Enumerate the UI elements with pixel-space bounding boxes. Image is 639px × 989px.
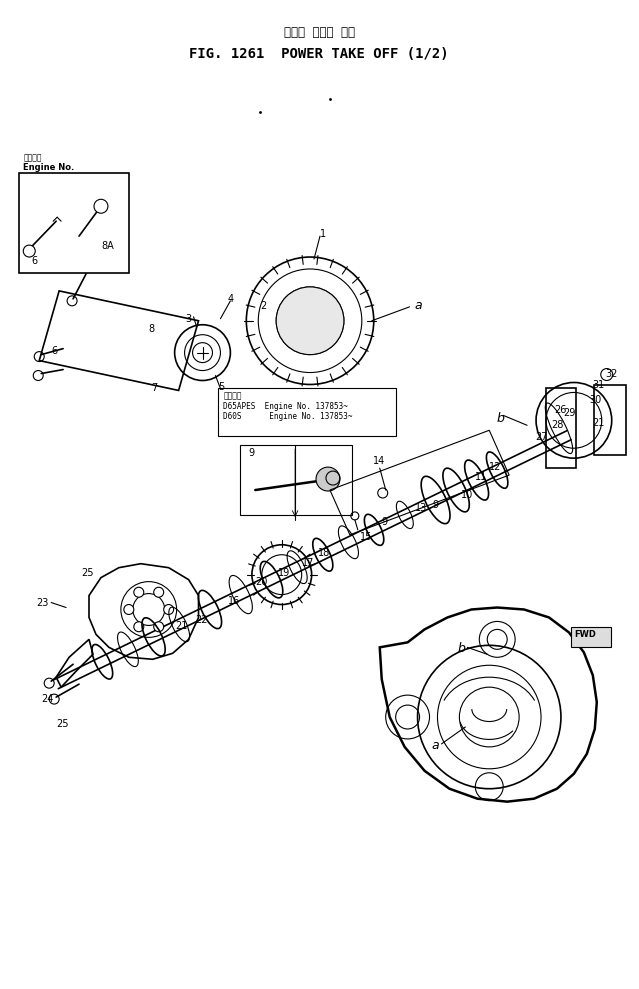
Text: 24: 24	[41, 694, 54, 704]
Bar	[594, 386, 626, 455]
Circle shape	[164, 604, 174, 614]
Text: 16: 16	[228, 595, 241, 605]
Text: 9: 9	[249, 448, 254, 458]
Text: 10: 10	[461, 490, 473, 500]
Circle shape	[23, 245, 35, 257]
Text: 13: 13	[415, 503, 427, 513]
Text: 23: 23	[36, 597, 49, 607]
Text: 3: 3	[185, 314, 192, 323]
Text: 28: 28	[551, 420, 564, 430]
Text: 17: 17	[302, 558, 314, 568]
Text: 21: 21	[592, 418, 604, 428]
Circle shape	[94, 200, 108, 214]
Bar	[19, 173, 129, 273]
Text: 22: 22	[196, 615, 208, 625]
Text: 7: 7	[151, 384, 157, 394]
Text: 9: 9	[433, 500, 438, 510]
Text: b: b	[497, 412, 504, 425]
Text: パワー  テーク  オフ: パワー テーク オフ	[284, 26, 355, 39]
Text: 8: 8	[149, 323, 155, 333]
Text: D60S      Engine No. 137853~: D60S Engine No. 137853~	[224, 412, 353, 421]
Text: FIG. 1261  POWER TAKE OFF (1/2): FIG. 1261 POWER TAKE OFF (1/2)	[189, 46, 449, 61]
Text: 26: 26	[554, 405, 566, 415]
Text: a: a	[415, 299, 422, 312]
Circle shape	[316, 467, 340, 491]
Text: 25: 25	[56, 719, 68, 729]
Text: 19: 19	[278, 568, 291, 578]
Circle shape	[276, 287, 344, 355]
Text: a: a	[431, 739, 439, 752]
Bar	[571, 627, 611, 648]
Text: 決定番号: 決定番号	[23, 153, 42, 162]
Text: 20: 20	[255, 577, 268, 586]
Text: 適用号等: 適用号等	[224, 392, 242, 401]
Bar	[546, 389, 576, 468]
Text: 27: 27	[535, 432, 548, 442]
Text: FWD: FWD	[574, 630, 596, 640]
Text: 6: 6	[51, 345, 58, 356]
Text: b: b	[458, 642, 465, 656]
Text: 2: 2	[260, 301, 266, 311]
Text: 15: 15	[360, 532, 372, 542]
Text: 11: 11	[475, 472, 488, 482]
Bar	[240, 445, 352, 515]
Text: Engine No.: Engine No.	[23, 163, 75, 172]
Text: 21: 21	[176, 621, 188, 631]
Text: 12: 12	[489, 462, 502, 472]
Text: D65APES  Engine No. 137853~: D65APES Engine No. 137853~	[224, 403, 348, 411]
Text: 25: 25	[81, 568, 93, 578]
Text: 32: 32	[606, 369, 618, 379]
Text: 29: 29	[563, 408, 575, 418]
Bar	[219, 389, 396, 436]
Text: 4: 4	[227, 294, 233, 304]
Circle shape	[154, 622, 164, 632]
Text: 5: 5	[219, 383, 225, 393]
Text: 18: 18	[318, 548, 330, 558]
Text: 8A: 8A	[101, 241, 114, 251]
Circle shape	[134, 587, 144, 597]
Text: 31: 31	[593, 381, 605, 391]
Text: 6: 6	[31, 256, 38, 266]
Text: 1: 1	[320, 229, 326, 239]
Text: 30: 30	[589, 396, 601, 405]
Text: 14: 14	[373, 456, 385, 466]
Text: 9: 9	[381, 517, 388, 527]
Circle shape	[124, 604, 134, 614]
Circle shape	[154, 587, 164, 597]
Circle shape	[134, 622, 144, 632]
